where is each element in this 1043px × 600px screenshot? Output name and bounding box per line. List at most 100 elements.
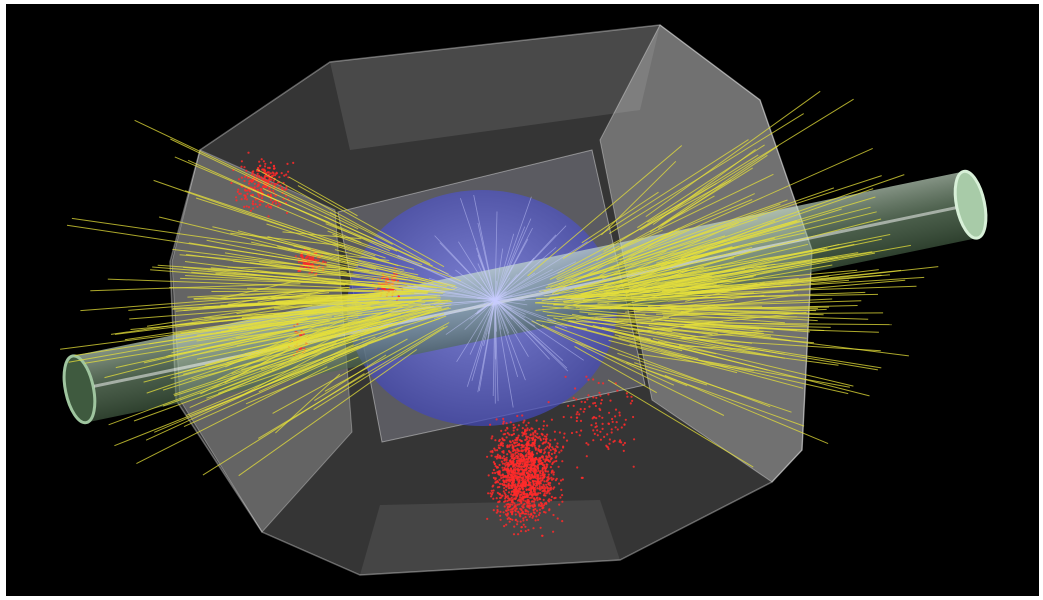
hit <box>516 484 520 487</box>
inner-track <box>494 277 511 301</box>
hit <box>553 486 556 489</box>
hit <box>243 205 246 208</box>
hit <box>516 456 519 459</box>
hit <box>546 445 549 448</box>
hit <box>633 438 636 441</box>
hit <box>576 411 579 414</box>
hit <box>537 518 540 522</box>
hit <box>532 483 535 486</box>
inner-track <box>475 247 496 301</box>
hit <box>502 469 505 472</box>
hit <box>614 408 618 411</box>
inner-track <box>456 299 496 363</box>
hit <box>279 184 282 187</box>
hit <box>496 508 499 512</box>
hit <box>531 458 534 461</box>
hit <box>264 174 267 178</box>
hit <box>517 443 520 446</box>
hit <box>579 408 582 411</box>
hit <box>535 515 538 518</box>
hit <box>535 493 538 496</box>
hit <box>618 414 621 417</box>
track <box>334 249 415 270</box>
hit <box>285 173 288 176</box>
track <box>575 341 688 387</box>
hit <box>521 434 524 437</box>
track <box>250 195 362 244</box>
hit <box>572 396 575 400</box>
hit <box>529 470 532 473</box>
hit <box>269 161 272 164</box>
hit <box>543 473 546 476</box>
hit <box>533 490 537 493</box>
hit <box>243 166 246 169</box>
hit <box>511 510 514 513</box>
hit <box>530 496 533 499</box>
hit <box>520 530 523 533</box>
track <box>596 232 805 280</box>
hit <box>603 435 606 438</box>
track <box>172 248 309 267</box>
hit <box>514 510 517 513</box>
hit <box>507 508 510 512</box>
inner-track <box>494 218 532 301</box>
inner-track <box>477 263 496 301</box>
hit <box>522 506 525 509</box>
track <box>632 327 882 369</box>
hit <box>534 507 537 511</box>
hit <box>520 449 523 453</box>
hit <box>513 490 516 493</box>
hit <box>558 482 561 485</box>
hit <box>546 433 549 436</box>
track <box>146 300 313 327</box>
track <box>314 354 387 402</box>
hit <box>240 176 243 179</box>
hit <box>531 504 534 507</box>
hit <box>510 474 513 477</box>
hit <box>506 471 509 474</box>
hit <box>245 169 248 172</box>
hit <box>518 457 521 460</box>
hit <box>517 471 520 474</box>
hit <box>317 259 320 262</box>
hit <box>493 447 496 450</box>
hit <box>509 441 512 444</box>
hit <box>558 503 561 506</box>
hit <box>516 454 519 458</box>
hit <box>510 493 513 496</box>
hit <box>520 526 523 529</box>
hit <box>532 433 535 436</box>
track <box>578 239 726 279</box>
hit <box>620 426 623 429</box>
inner-track <box>494 299 525 319</box>
hit <box>491 491 494 494</box>
hit <box>545 483 548 486</box>
inner-track <box>494 299 584 361</box>
hit <box>601 416 604 419</box>
hit <box>599 430 602 433</box>
hit <box>537 469 540 472</box>
hit <box>521 481 525 484</box>
hit <box>538 445 541 448</box>
hit <box>383 287 386 291</box>
hit <box>245 189 249 192</box>
hit <box>527 505 530 508</box>
hit <box>236 190 239 193</box>
hit <box>541 470 545 474</box>
hit <box>532 459 536 462</box>
inner-track <box>443 294 496 301</box>
hit <box>518 503 521 506</box>
hit <box>596 429 599 432</box>
hit <box>274 202 278 205</box>
hit <box>505 481 508 484</box>
hit <box>511 503 514 506</box>
hit <box>247 151 250 154</box>
hit <box>508 497 511 500</box>
hit <box>550 418 554 421</box>
hit <box>517 424 521 427</box>
hit <box>507 465 510 468</box>
track <box>238 349 418 477</box>
hit <box>534 484 538 487</box>
hit <box>502 455 505 458</box>
hit <box>549 458 552 461</box>
